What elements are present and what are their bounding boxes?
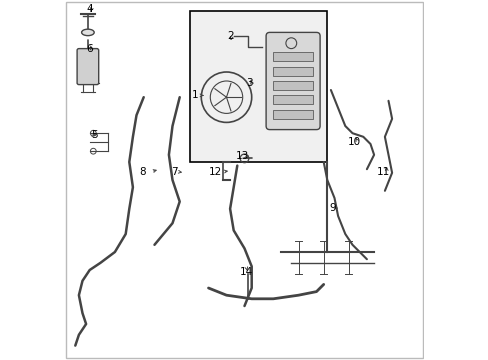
Text: 14: 14: [239, 267, 252, 277]
FancyBboxPatch shape: [265, 32, 320, 130]
Text: 12: 12: [209, 167, 222, 177]
Text: 13: 13: [236, 150, 249, 161]
Text: 11: 11: [376, 167, 389, 177]
Text: 8: 8: [140, 167, 146, 177]
Text: 2: 2: [226, 31, 233, 41]
Bar: [190, 11, 326, 162]
Bar: [273, 110, 312, 119]
Text: 1: 1: [191, 90, 198, 100]
FancyBboxPatch shape: [77, 49, 99, 85]
Bar: [273, 67, 312, 76]
Text: 5: 5: [90, 130, 97, 140]
Text: 7: 7: [171, 167, 177, 177]
Text: 6: 6: [86, 44, 93, 54]
Text: 10: 10: [347, 137, 360, 147]
Text: 9: 9: [329, 203, 335, 213]
Text: 4: 4: [86, 4, 93, 14]
Bar: [273, 52, 312, 61]
Text: 3: 3: [246, 78, 253, 88]
Bar: [273, 95, 312, 104]
Ellipse shape: [81, 29, 94, 36]
Bar: [273, 81, 312, 90]
